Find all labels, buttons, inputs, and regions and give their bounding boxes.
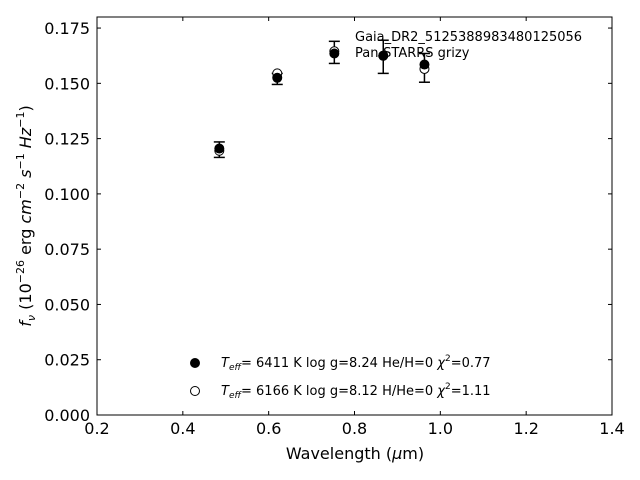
y-tick-label: 0.075: [44, 240, 90, 259]
y-tick-label: 0.175: [44, 19, 90, 38]
model-point-filled: [419, 59, 430, 70]
model-point-filled: [214, 143, 225, 154]
y-tick-label: 0.100: [44, 185, 90, 204]
x-tick-label: 1.4: [599, 419, 624, 438]
x-axis-label: Wavelength (μm): [286, 444, 424, 463]
model-point-filled: [272, 72, 283, 83]
plot-area: 0.2 0.4 0.6 0.8 1.0 1.2 1.4 0.000 0.025 0.050 0.07…: [44, 16, 625, 438]
model-point-filled: [329, 48, 340, 59]
annotation-object-name: Gaia_DR2_5125388983480125056: [355, 30, 582, 45]
y-tick-label: 0.125: [44, 130, 90, 149]
x-tick-label: 0.4: [170, 419, 195, 438]
annotation-survey: Pan-STARRS grizy: [355, 46, 470, 61]
model-point-filled: [378, 50, 389, 61]
legend-label-open: Teff= 6166 K log g=8.12 H/He=0 χ2=1.11: [221, 382, 491, 401]
y-tick-label: 0.150: [44, 74, 90, 93]
x-tick-label: 0.6: [256, 419, 281, 438]
y-axis-label: fν (10−26 erg cm−2 s−1 Hz−1): [14, 105, 38, 326]
y-tick-label: 0.025: [44, 351, 90, 370]
x-tick-label: 1.2: [513, 419, 538, 438]
legend-marker-open: [190, 386, 200, 396]
legend-marker-filled: [190, 358, 200, 368]
x-tick-label: 1.0: [428, 419, 453, 438]
y-tick-label: 0.000: [44, 406, 90, 425]
legend: Teff= 6411 K log g=8.24 He/H=0 χ2=0.77 T…: [190, 354, 491, 401]
y-tick-label: 0.050: [44, 295, 90, 314]
x-tick-label: 0.2: [84, 419, 109, 438]
x-tick-label: 0.8: [342, 419, 367, 438]
legend-label-filled: Teff= 6411 K log g=8.24 He/H=0 χ2=0.77: [221, 354, 491, 373]
